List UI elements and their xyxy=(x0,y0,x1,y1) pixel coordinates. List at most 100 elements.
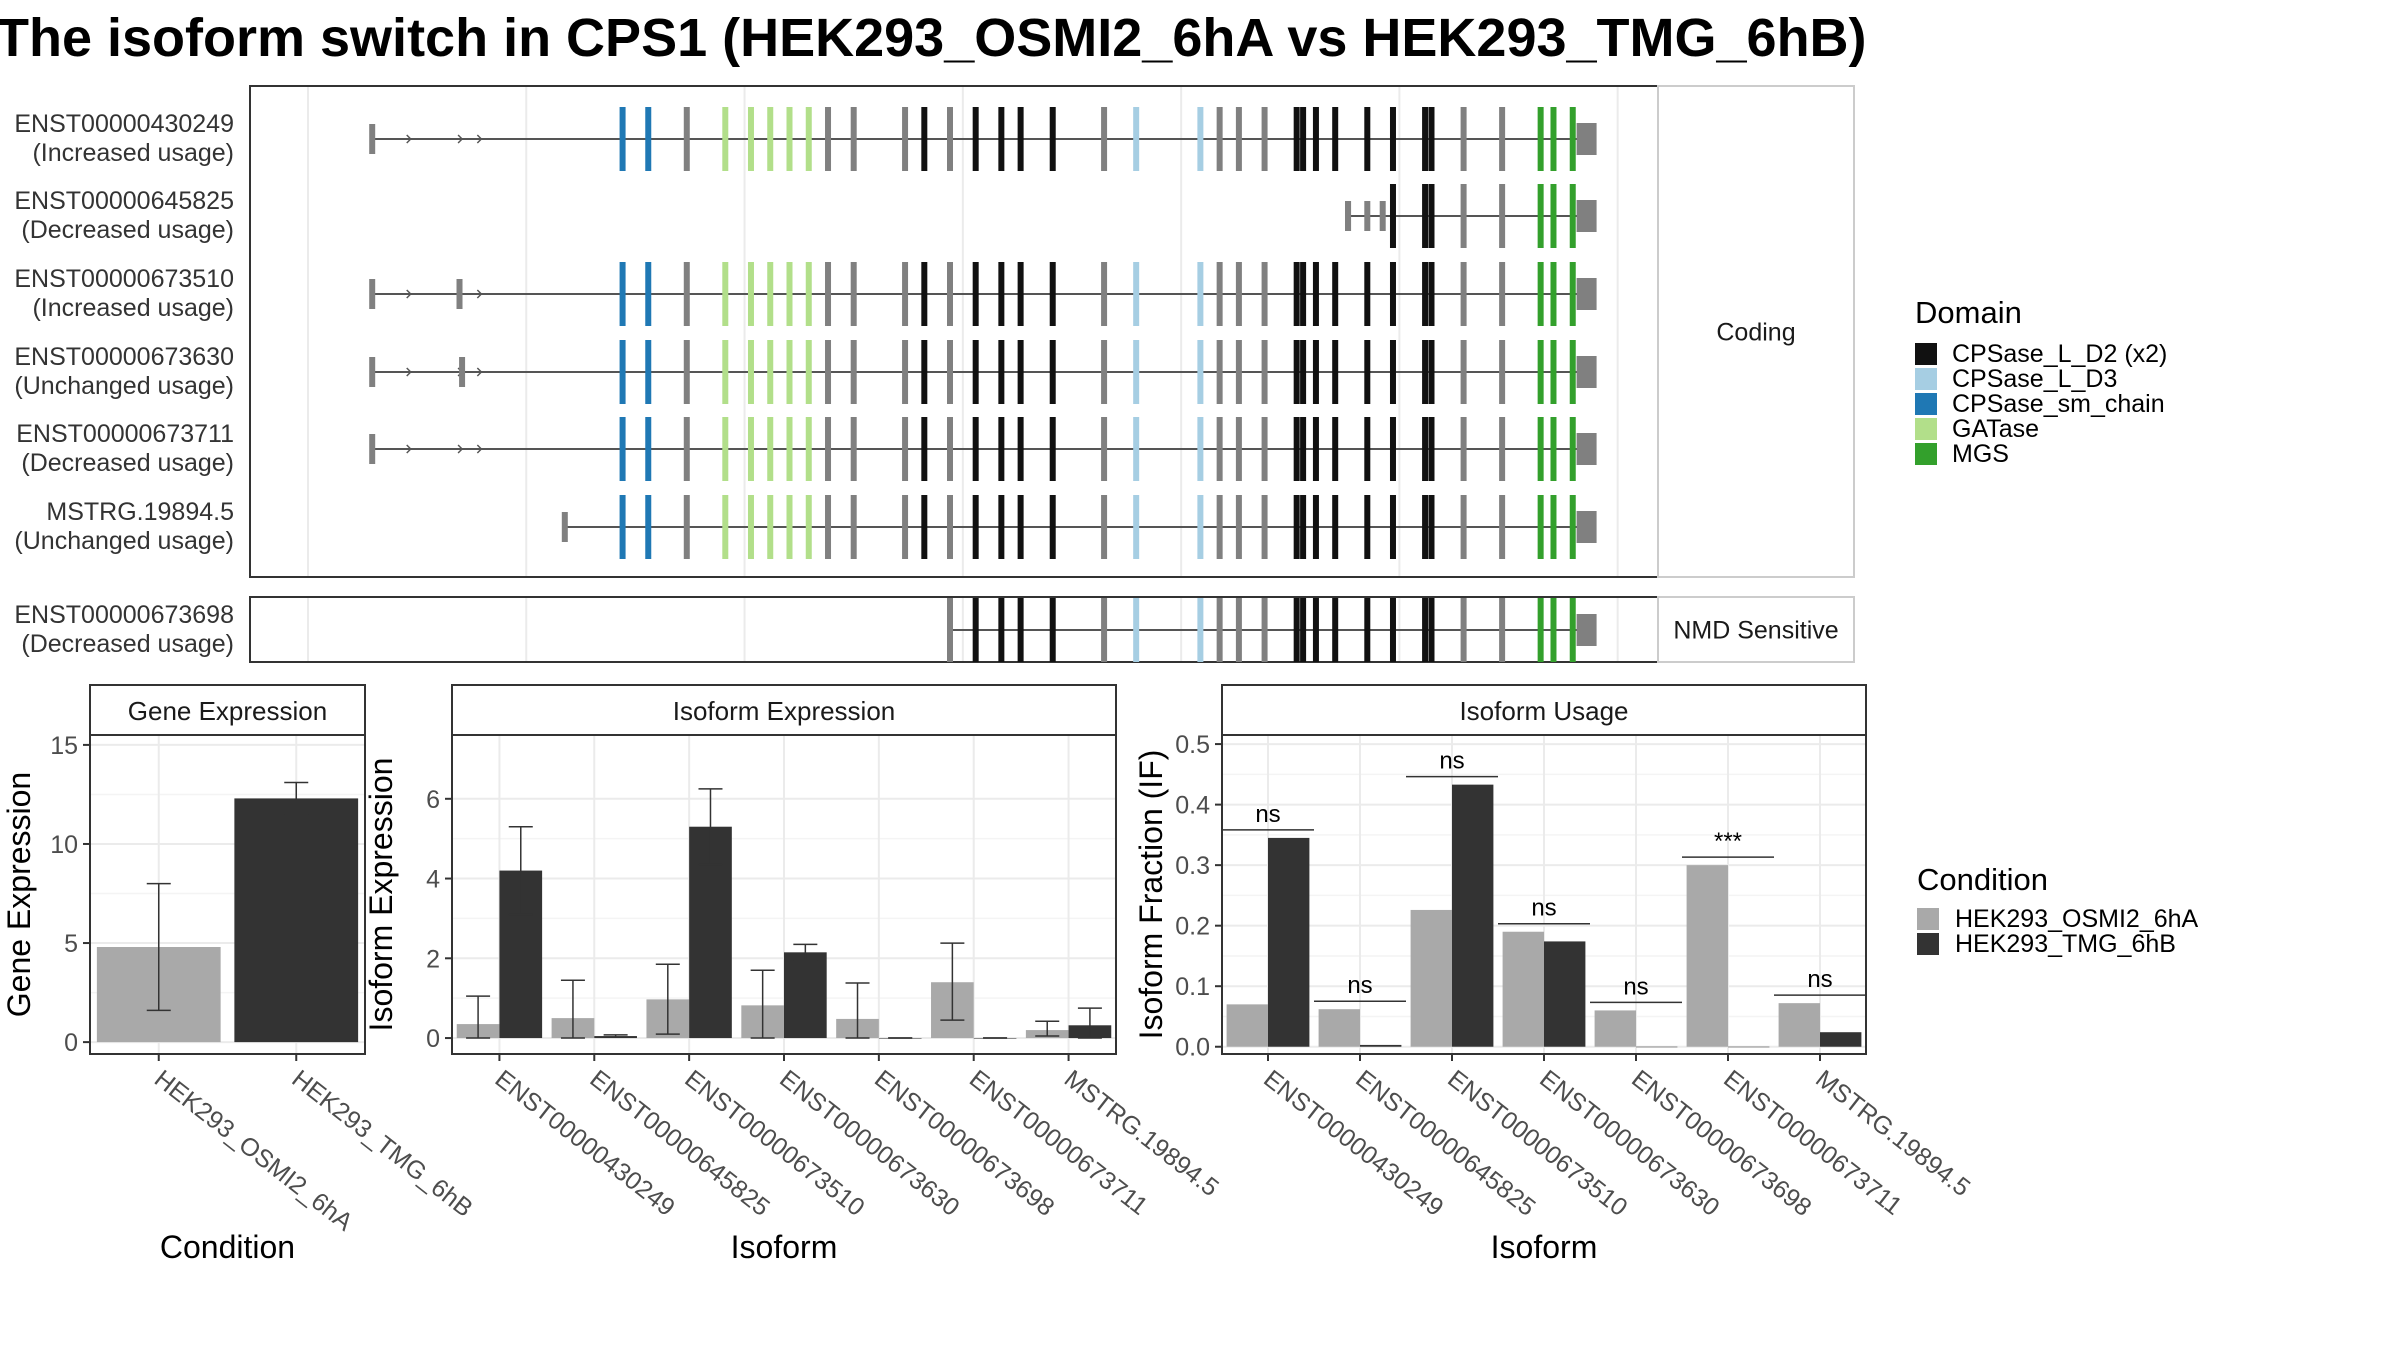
exon-block xyxy=(1261,495,1268,559)
utr-exon xyxy=(459,357,466,387)
exon-block xyxy=(767,107,774,171)
exon-block xyxy=(972,262,979,326)
exon-block xyxy=(1235,417,1242,481)
exon-block xyxy=(1499,262,1506,326)
exon-block xyxy=(1300,598,1307,662)
transcript-id-label: ENST00000645825 xyxy=(14,187,234,215)
exon-block xyxy=(1569,262,1576,326)
exon-block xyxy=(619,262,626,326)
condition-legend-swatch xyxy=(1917,933,1939,955)
bar xyxy=(1636,1046,1678,1048)
x-tick-label: ENST00000673698 xyxy=(869,1065,1059,1222)
exon-block xyxy=(1235,598,1242,662)
exon-block xyxy=(850,417,857,481)
y-tick-label: 0.5 xyxy=(1175,731,1210,759)
domain-legend-swatch xyxy=(1915,418,1937,440)
transcript-id-label: ENST00000673510 xyxy=(14,265,234,293)
exon-block xyxy=(1332,340,1339,404)
exon-block xyxy=(1261,598,1268,662)
exon-block xyxy=(998,495,1005,559)
bar xyxy=(1686,865,1728,1047)
exon-block xyxy=(1389,417,1396,481)
y-tick-label: 0.0 xyxy=(1175,1034,1210,1062)
exon-block xyxy=(1537,184,1544,248)
utr-exon xyxy=(1345,201,1352,231)
exon-block xyxy=(786,340,793,404)
exon-block xyxy=(1499,340,1506,404)
exon-block xyxy=(1197,262,1204,326)
exon-block xyxy=(1133,340,1140,404)
exon-block xyxy=(850,495,857,559)
utr-exon xyxy=(369,124,376,154)
domain-legend-swatch xyxy=(1915,443,1937,465)
exon-block xyxy=(1216,417,1223,481)
domain-legend-label: CPSase_sm_chain xyxy=(1952,390,2165,418)
bar xyxy=(1360,1044,1402,1047)
exon-block xyxy=(767,417,774,481)
bar xyxy=(1318,1009,1360,1047)
exon-block xyxy=(902,340,909,404)
transcript-usage-label: (Decreased usage) xyxy=(21,216,234,244)
exon-block xyxy=(1197,598,1204,662)
exon-block xyxy=(767,495,774,559)
exon-block xyxy=(1569,495,1576,559)
y-tick-label: 0.1 xyxy=(1175,973,1210,1001)
terminal-exon xyxy=(1576,614,1597,646)
bar xyxy=(1452,784,1494,1047)
y-tick-label: 15 xyxy=(50,732,78,760)
exon-block xyxy=(1422,598,1429,662)
exon-block xyxy=(1101,495,1108,559)
figure-title: The isoform switch in CPS1 (HEK293_OSMI2… xyxy=(0,8,1867,68)
transcript-id-label: ENST00000673711 xyxy=(16,420,234,448)
facet-strip xyxy=(1657,596,1855,663)
direction-arrow xyxy=(406,134,412,144)
exon-block xyxy=(1428,340,1435,404)
exon-block xyxy=(1049,495,1056,559)
x-tick-label: ENST00000430249 xyxy=(490,1065,680,1222)
exon-block xyxy=(1133,262,1140,326)
utr-exon xyxy=(369,357,376,387)
bar xyxy=(1594,1010,1636,1047)
exon-block xyxy=(1428,262,1435,326)
terminal-exon xyxy=(1576,356,1597,388)
exon-block xyxy=(1049,107,1056,171)
exon-block xyxy=(825,495,832,559)
x-tick-label: MSTRG.19894.5 xyxy=(1059,1065,1224,1203)
terminal-exon xyxy=(1576,511,1597,543)
exon-block xyxy=(1261,417,1268,481)
bar xyxy=(1820,1032,1862,1047)
bar xyxy=(1544,941,1586,1047)
exon-block xyxy=(1017,417,1024,481)
exon-block xyxy=(1133,495,1140,559)
exon-block xyxy=(947,262,953,326)
exon-block xyxy=(786,262,793,326)
facet-strip xyxy=(1657,85,1855,578)
exon-block xyxy=(1550,262,1557,326)
exon-block xyxy=(722,107,729,171)
exon-block xyxy=(947,340,953,404)
y-axis-label: Isoform Fraction (IF) xyxy=(1133,750,1169,1040)
bar xyxy=(234,798,359,1043)
exon-block xyxy=(1101,262,1108,326)
exon-block xyxy=(722,417,729,481)
exon-block xyxy=(619,340,626,404)
exon-block xyxy=(786,107,793,171)
exon-block xyxy=(1499,184,1506,248)
significance-label: ns xyxy=(1531,895,1556,922)
exon-block xyxy=(805,495,812,559)
domain-legend-label: MGS xyxy=(1952,440,2009,468)
isoform-usage-chart: ns ns ns ns ns *** ns Isoform Usage 0.0 0.1 0.2 0.3… xyxy=(1133,684,1975,1265)
y-tick-label: 0.3 xyxy=(1175,852,1210,880)
bar xyxy=(1410,909,1452,1047)
exon-block xyxy=(1422,495,1429,559)
exon-block xyxy=(825,262,832,326)
exon-block xyxy=(1460,417,1467,481)
exon-block xyxy=(850,107,857,171)
exon-block xyxy=(1389,340,1396,404)
exon-block xyxy=(1460,495,1467,559)
exon-block xyxy=(1332,598,1339,662)
exon-block xyxy=(1364,340,1371,404)
exon-block xyxy=(1300,495,1307,559)
